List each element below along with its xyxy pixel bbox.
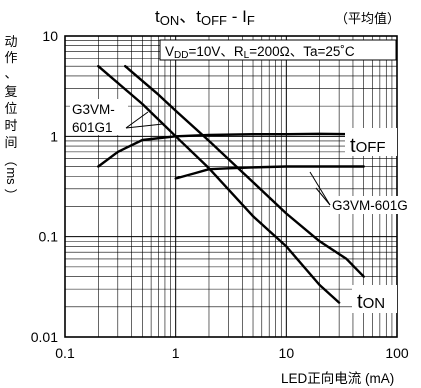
y-label-char: ms [4,167,19,185]
y-axis-label: 动 作 、 复 位 时 间 （ ms ） [3,34,19,202]
y-tick-label: 10 [42,28,58,44]
chart-title-note: （平均值） [335,11,400,26]
y-tick-label: 0.1 [39,229,59,245]
y-label-char: 作 [4,50,17,65]
series-line [97,132,355,168]
svg-text:tOFF: tOFF [350,135,386,157]
y-label-char: 复 [4,84,17,99]
y-label-char: 动 [4,34,17,49]
leader-line [125,111,149,129]
leader-line [125,123,164,129]
y-tick-label: 0.01 [31,329,58,345]
series-line [97,64,341,304]
y-label-char: （ [3,153,18,166]
label-ton: tON [352,285,397,313]
x-tick-label: 10 [279,345,295,361]
series-group [97,64,365,304]
label-toff: tOFF [345,128,397,157]
label-601g-text: G3VM-601G [332,198,408,213]
series-line [123,64,365,278]
x-tick-labels: 0.1 1 10 100 [55,345,409,361]
x-axis-label: LED正向电流 (mA) [281,371,394,386]
leader-line [309,171,331,206]
plot-frame [64,35,398,338]
conditions-box: VDD=10V、RL=200Ω、Ta=25˚C [159,39,397,61]
chart-title: tON、tOFF - IF [155,7,255,28]
y-label-char: 时 [4,118,17,133]
label-601g: G3VM-601G [309,171,415,214]
label-601g1: G3VM- 601G1 [70,99,164,135]
series-line [174,165,365,180]
label-601g1-line2: 601G1 [72,120,113,135]
label-601g1-line1: G3VM- [72,102,115,117]
y-tick-label: 1 [50,128,58,144]
y-label-char: ） [3,188,18,201]
conditions-text: VDD=10V、RL=200Ω、Ta=25˚C [165,44,355,61]
x-tick-label: 0.1 [55,345,75,361]
leader-line [315,187,331,206]
y-label-char: 、 [4,66,17,81]
y-label-char: 间 [4,135,17,150]
y-label-char: 位 [4,101,17,116]
svg-text:tON: tON [357,291,385,313]
x-tick-label: 100 [385,345,409,361]
x-tick-label: 1 [172,345,180,361]
y-tick-labels: 0.01 0.1 1 10 [31,28,58,345]
